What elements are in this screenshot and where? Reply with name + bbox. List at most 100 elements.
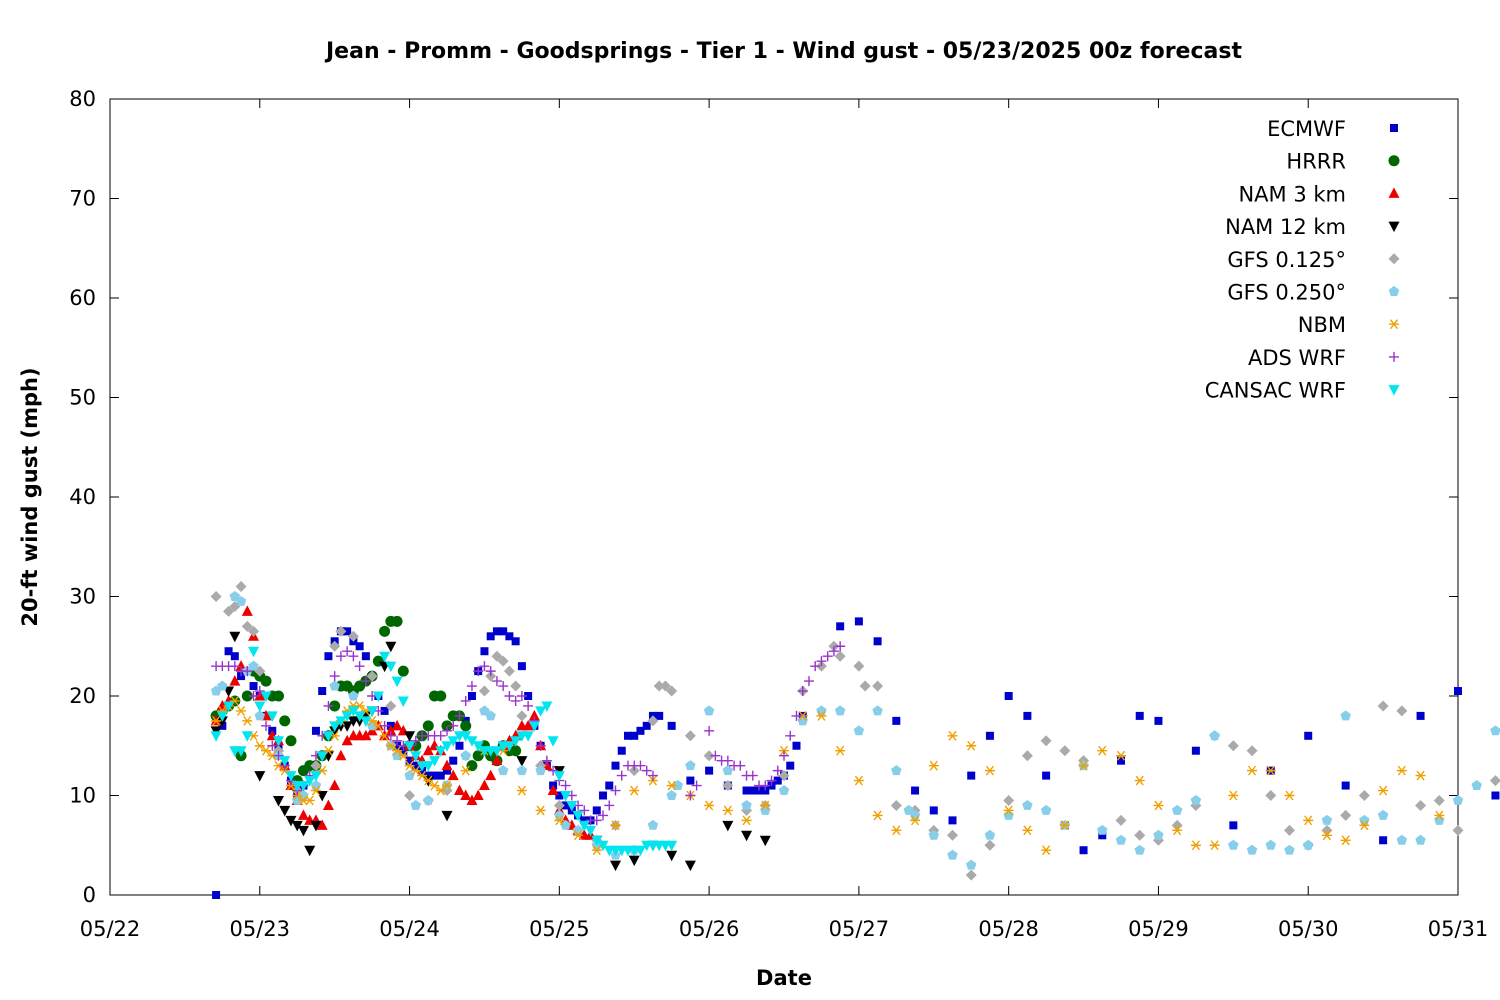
data-point xyxy=(705,766,714,775)
data-point xyxy=(241,690,253,702)
data-point xyxy=(599,791,608,800)
data-point xyxy=(417,770,428,781)
data-point xyxy=(460,789,472,800)
data-point xyxy=(1117,756,1125,765)
data-point xyxy=(1097,745,1108,756)
data-point xyxy=(585,825,597,837)
data-point xyxy=(1134,775,1145,786)
data-point xyxy=(324,652,333,661)
data-point xyxy=(423,794,434,805)
data-point xyxy=(522,719,534,731)
data-point xyxy=(741,830,753,842)
data-point xyxy=(443,766,451,775)
data-point xyxy=(710,750,721,761)
data-point xyxy=(329,721,341,732)
data-point xyxy=(267,740,278,751)
data-point xyxy=(504,691,515,701)
data-point xyxy=(366,706,378,717)
series-nbm xyxy=(211,696,1445,856)
data-point xyxy=(241,620,253,632)
data-point xyxy=(254,701,266,712)
data-point xyxy=(372,691,384,702)
data-point xyxy=(579,805,590,816)
legend-item: GFS 0.125° xyxy=(1227,248,1400,272)
data-point xyxy=(1040,804,1052,815)
data-point xyxy=(872,810,883,821)
data-point xyxy=(254,710,266,721)
x-tick-label: 05/26 xyxy=(679,917,740,941)
data-point xyxy=(335,749,347,761)
legend-marker xyxy=(1388,286,1400,296)
data-point xyxy=(516,785,527,796)
x-tick-label: 05/22 xyxy=(80,917,141,941)
data-point xyxy=(1359,814,1370,825)
data-point xyxy=(1171,819,1183,831)
data-point xyxy=(348,651,359,662)
data-point xyxy=(304,776,316,787)
data-point xyxy=(785,730,796,741)
data-point xyxy=(429,780,440,791)
data-point xyxy=(778,770,790,782)
legend-label: NAM 3 km xyxy=(1238,182,1346,206)
data-point xyxy=(210,731,222,742)
data-point xyxy=(230,652,239,661)
data-point xyxy=(635,760,646,771)
y-axis-label: 20-ft wind gust (mph) xyxy=(18,367,42,626)
data-point xyxy=(1378,785,1389,796)
data-point xyxy=(653,680,665,692)
data-point xyxy=(1377,809,1389,820)
data-point xyxy=(834,650,846,662)
data-point xyxy=(966,740,977,751)
data-point xyxy=(778,785,790,795)
data-point xyxy=(892,716,901,725)
data-point xyxy=(505,632,514,641)
data-point xyxy=(442,725,452,736)
data-point xyxy=(273,750,284,761)
legend-item: NAM 3 km xyxy=(1238,182,1400,206)
data-point xyxy=(491,676,502,687)
data-point xyxy=(828,646,839,657)
data-point xyxy=(354,711,366,722)
data-point xyxy=(722,805,733,816)
data-point xyxy=(322,799,334,810)
data-point xyxy=(492,627,501,636)
data-point xyxy=(405,756,414,765)
data-point xyxy=(965,859,977,870)
data-point xyxy=(759,835,771,847)
data-point xyxy=(316,791,328,802)
data-point xyxy=(561,801,570,810)
data-point xyxy=(722,780,734,792)
data-point xyxy=(261,745,272,756)
data-point xyxy=(392,735,403,746)
data-point xyxy=(760,804,771,815)
x-tick-label: 05/27 xyxy=(829,917,890,941)
data-point xyxy=(1135,711,1144,720)
data-point xyxy=(772,765,783,776)
data-point xyxy=(1340,710,1351,721)
data-point xyxy=(511,637,520,646)
data-point xyxy=(366,720,378,731)
legend-marker xyxy=(1389,319,1399,330)
data-point xyxy=(554,809,565,820)
y-tick-label: 0 xyxy=(83,883,96,907)
data-point xyxy=(1172,825,1183,836)
data-point xyxy=(1003,794,1015,806)
data-point xyxy=(685,760,696,771)
data-point xyxy=(891,765,902,776)
data-point xyxy=(541,701,553,712)
data-point xyxy=(422,744,434,756)
data-point xyxy=(291,820,303,832)
data-point xyxy=(1154,716,1163,725)
data-point xyxy=(472,789,484,800)
data-point xyxy=(910,815,921,826)
data-point xyxy=(311,726,320,735)
data-point xyxy=(1228,839,1239,850)
data-point xyxy=(984,839,996,851)
data-point xyxy=(816,710,827,721)
data-point xyxy=(297,825,309,837)
data-point xyxy=(1004,692,1013,700)
data-point xyxy=(684,730,696,742)
data-point xyxy=(684,860,696,872)
data-point xyxy=(1396,834,1408,845)
data-point xyxy=(510,745,522,757)
